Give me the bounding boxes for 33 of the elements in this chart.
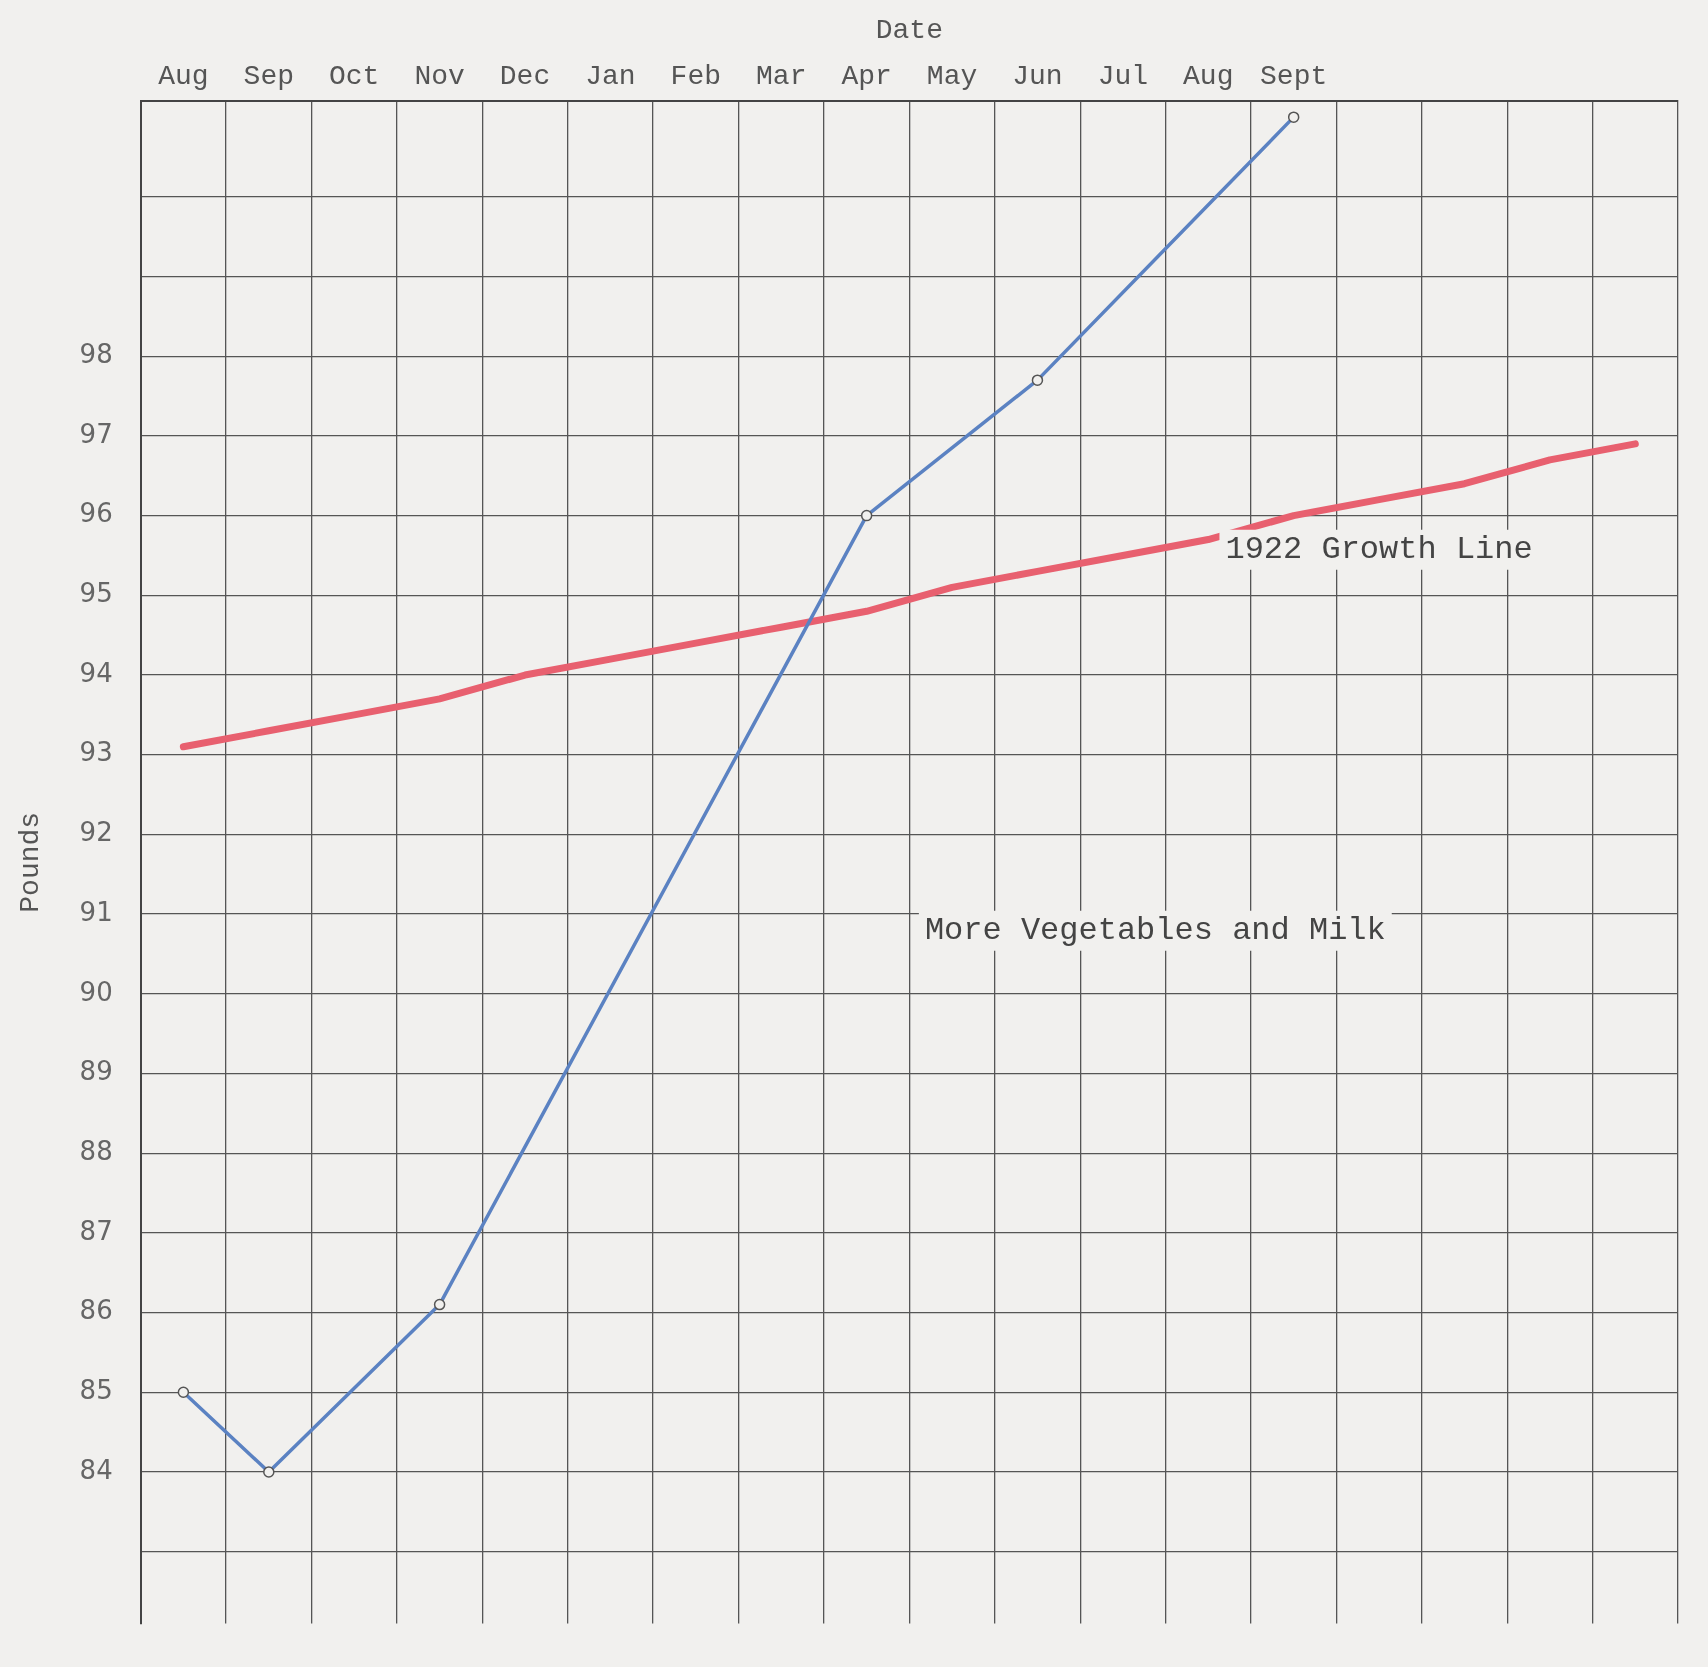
x-tick-label: Nov xyxy=(414,60,465,92)
x-tick-label: Oct xyxy=(328,60,380,92)
x-tick-label: Aug xyxy=(158,60,209,92)
y-tick-label: 97 xyxy=(79,418,113,449)
x-axis-title: Date xyxy=(875,15,943,47)
x-tick-label: Aug xyxy=(1183,60,1234,92)
x-tick-label: May xyxy=(926,60,978,92)
x-tick-label: Sept xyxy=(1260,60,1328,92)
x-tick-label: Feb xyxy=(670,60,722,92)
x-tick-label: Jan xyxy=(585,60,636,92)
y-tick-label: 91 xyxy=(79,896,113,927)
x-tick-label: Mar xyxy=(756,60,807,92)
y-tick-label: 98 xyxy=(79,338,113,369)
x-tick-label: Jul xyxy=(1097,60,1149,92)
x-tick-label: Jun xyxy=(1012,60,1063,92)
x-tick-label: Dec xyxy=(499,60,551,92)
annotation: More Vegetables and Milk xyxy=(924,912,1386,950)
y-tick-label: 85 xyxy=(79,1375,113,1406)
y-tick-label: 92 xyxy=(79,817,113,848)
y-tick-label: 95 xyxy=(79,578,113,609)
x-tick-label: Apr xyxy=(841,60,892,92)
y-tick-label: 87 xyxy=(79,1215,113,1246)
y-tick-label: 84 xyxy=(79,1454,113,1485)
y-tick-label: 96 xyxy=(79,498,113,529)
y-tick-label: 88 xyxy=(79,1135,113,1166)
y-tick-label: 94 xyxy=(79,657,113,688)
y-tick-label: 90 xyxy=(79,976,113,1007)
y-tick-label: 89 xyxy=(79,1056,113,1087)
y-tick-label: 93 xyxy=(79,737,113,768)
x-tick-label: Sep xyxy=(243,60,294,92)
y-tick-label: 86 xyxy=(79,1295,113,1326)
series-label: 1922 Growth Line xyxy=(1225,531,1533,569)
y-axis-title: Pounds xyxy=(15,811,47,913)
